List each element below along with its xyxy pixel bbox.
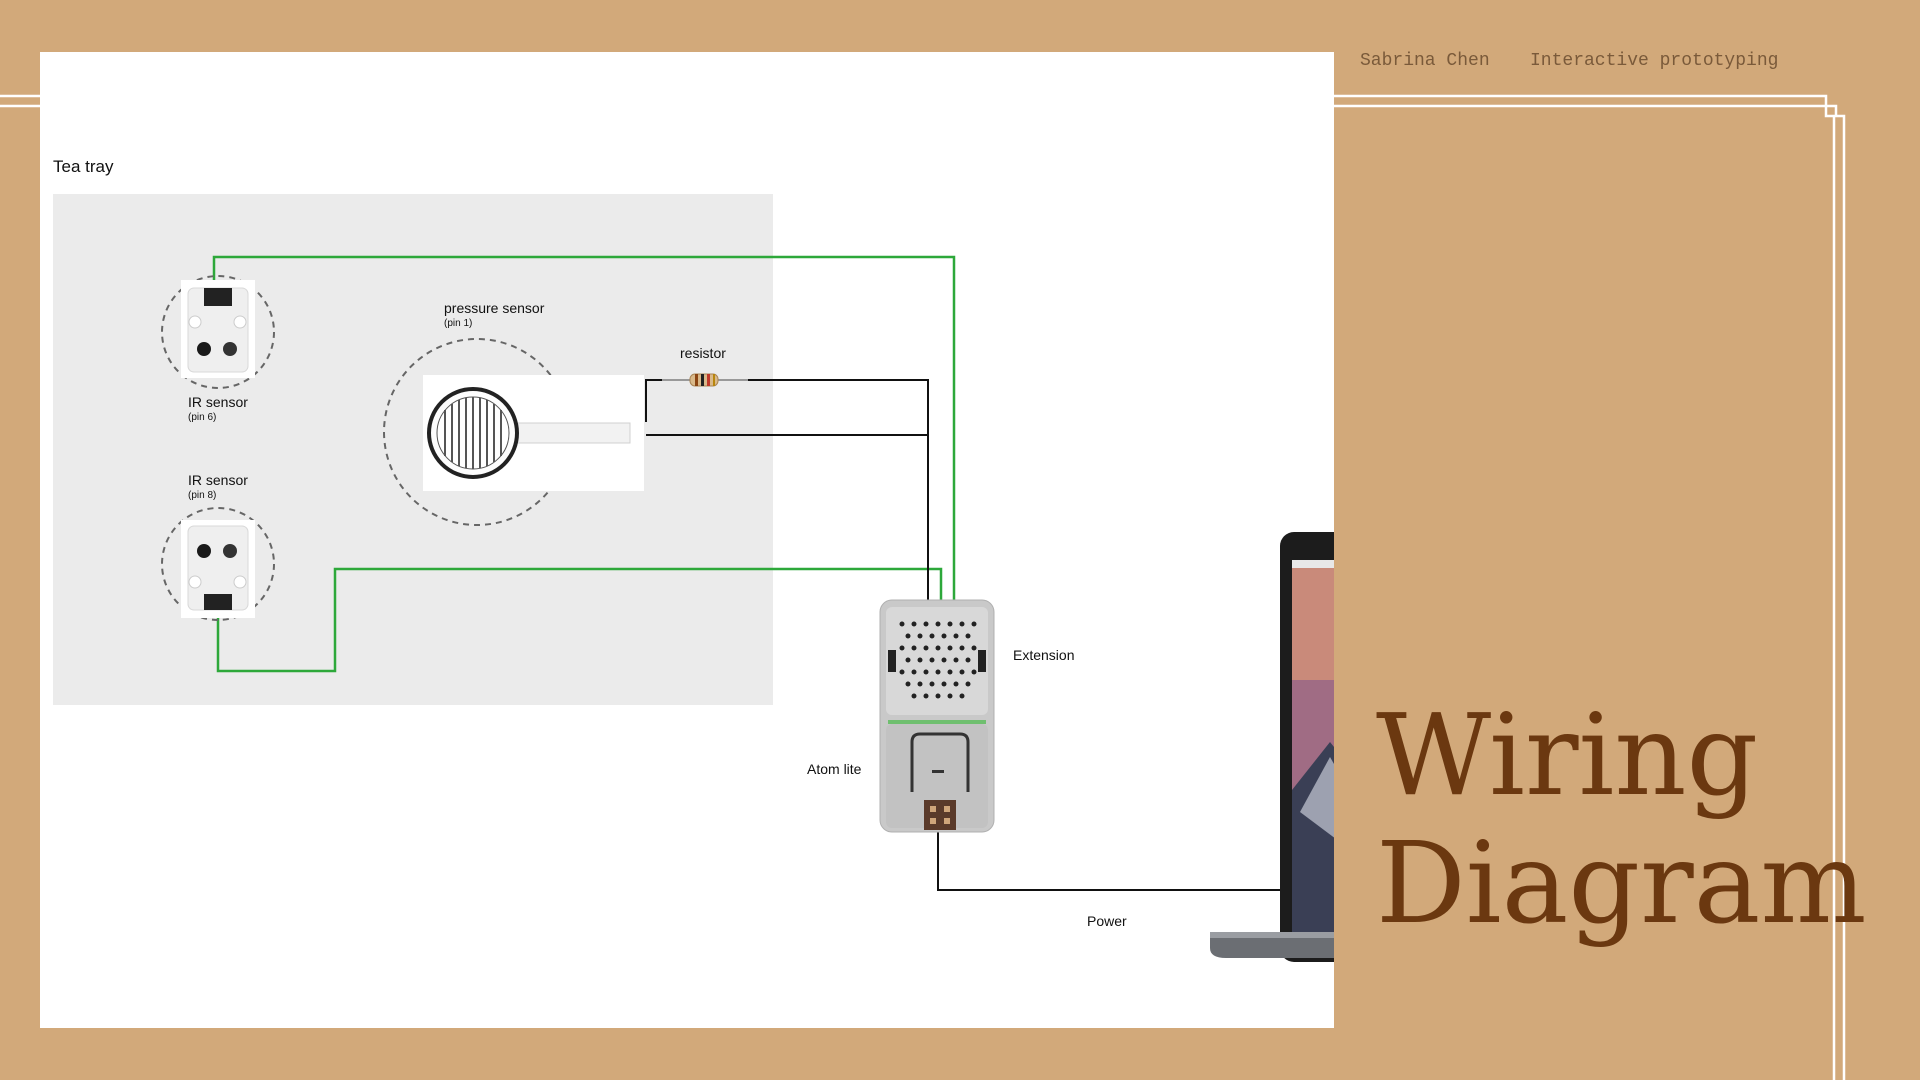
ir-bottom-signal-wire	[216, 567, 943, 673]
tray-label: Tea tray	[53, 157, 114, 176]
wiring-diagram-panel: Tea tray IR sensor (pin 6) IR se	[40, 52, 1334, 1028]
ir-sensor-top-pin: (pin 6)	[188, 412, 216, 423]
resistor-label: resistor	[680, 345, 726, 361]
power-wire	[937, 832, 1280, 891]
pressure-sensor-pin: (pin 1)	[444, 318, 472, 329]
page-title-line-2: Diagram	[1376, 819, 1867, 949]
ir-sensor-bottom-pin: (pin 8)	[188, 490, 216, 501]
atom-lite-label: Atom lite	[807, 761, 862, 777]
pressure-sensor	[383, 338, 644, 526]
atom-lite-device	[879, 599, 995, 833]
tea-tray	[53, 194, 773, 705]
laptop	[1210, 532, 1334, 962]
course-name: Interactive prototyping	[1530, 51, 1779, 71]
ir-sensor-top-label: IR sensor	[188, 394, 248, 410]
resistor	[662, 373, 748, 387]
extension-label: Extension	[1013, 647, 1074, 663]
signal-wires	[212, 255, 956, 673]
black-wires	[645, 379, 1280, 891]
power-label: Power	[1087, 913, 1127, 929]
ir-top-signal-wire	[212, 255, 956, 600]
pressure-sensor-label: pressure sensor	[444, 300, 545, 316]
pressure-wire-top	[645, 379, 662, 422]
page-title-line-1: Wiring	[1376, 691, 1759, 821]
ir-sensor-top	[161, 275, 275, 389]
wiring-diagram: Tea tray IR sensor (pin 6) IR se	[53, 157, 1334, 962]
ir-sensor-bottom	[161, 507, 275, 621]
resistor-wire	[748, 379, 929, 600]
author-name: Sabrina Chen	[1360, 51, 1490, 71]
ir-sensor-bottom-label: IR sensor	[188, 472, 248, 488]
